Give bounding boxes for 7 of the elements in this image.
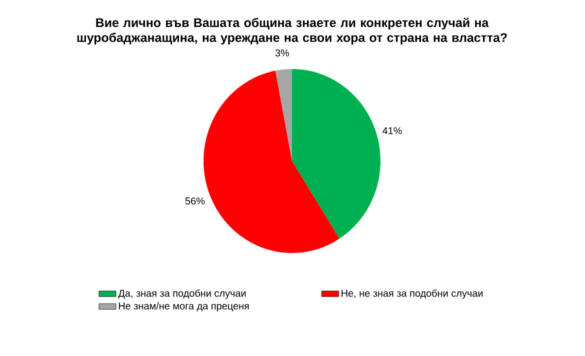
legend-label: Да, зная за подобни случаи (118, 289, 246, 299)
legend-label: Не, не зная за подобни случаи (342, 289, 483, 299)
data-label: 41% (382, 127, 402, 134)
legend-label: Не знам/не мога да преценя (118, 302, 249, 312)
data-label: 3% (275, 49, 290, 56)
data-label: 56% (185, 197, 205, 204)
chart-title: Вие лично във Вашата община знаете ли конкретен случай на шуробаджанащина, на уреждане на свои хора от страна на властта? (77, 18, 507, 44)
